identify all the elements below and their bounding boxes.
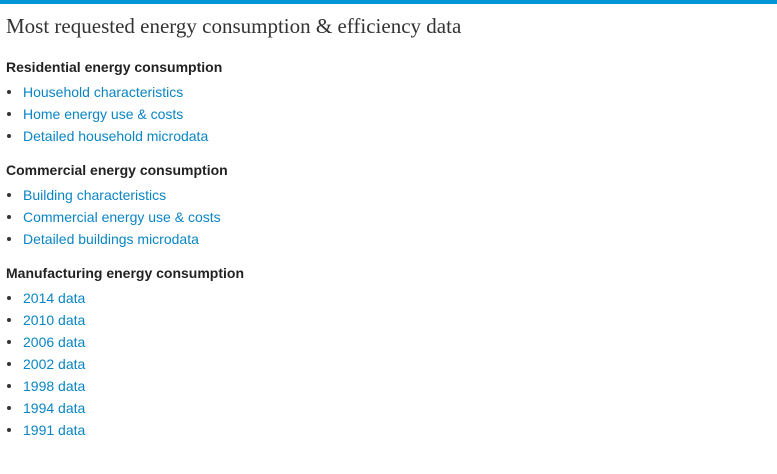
bullet-icon <box>7 340 11 344</box>
bullet-icon <box>7 318 11 322</box>
section-heading-residential: Residential energy consumption <box>6 59 223 75</box>
bullet-icon <box>7 362 11 366</box>
list-item: 2006 data <box>6 331 85 353</box>
manufacturing-link-list: 2014 data 2010 data 2006 data 2002 data … <box>6 287 85 441</box>
list-item: Detailed household microdata <box>6 125 208 147</box>
list-item: Home energy use & costs <box>6 103 208 125</box>
link-2002-data[interactable]: 2002 data <box>23 356 86 372</box>
bullet-icon <box>7 296 11 300</box>
link-1998-data[interactable]: 1998 data <box>23 378 86 394</box>
list-item: Detailed buildings microdata <box>6 228 221 250</box>
link-detailed-buildings-microdata[interactable]: Detailed buildings microdata <box>23 231 199 247</box>
link-2006-data[interactable]: 2006 data <box>23 334 86 350</box>
link-2010-data[interactable]: 2010 data <box>23 312 86 328</box>
commercial-link-list: Building characteristics Commercial ener… <box>6 184 221 250</box>
residential-link-list: Household characteristics Home energy us… <box>6 81 208 147</box>
link-household-characteristics[interactable]: Household characteristics <box>23 84 184 100</box>
list-item: Household characteristics <box>6 81 208 103</box>
link-2014-data[interactable]: 2014 data <box>23 290 86 306</box>
section-heading-manufacturing: Manufacturing energy consumption <box>6 265 245 281</box>
link-home-energy-use-costs[interactable]: Home energy use & costs <box>23 106 184 122</box>
list-item: 2002 data <box>6 353 85 375</box>
link-building-characteristics[interactable]: Building characteristics <box>23 187 167 203</box>
list-item: 2010 data <box>6 309 85 331</box>
bullet-icon <box>7 193 11 197</box>
bullet-icon <box>7 90 11 94</box>
list-item: 1998 data <box>6 375 85 397</box>
bullet-icon <box>7 134 11 138</box>
list-item: Commercial energy use & costs <box>6 206 221 228</box>
bullet-icon <box>7 428 11 432</box>
bullet-icon <box>7 237 11 241</box>
list-item: 2014 data <box>6 287 85 309</box>
bullet-icon <box>7 406 11 410</box>
page-title: Most requested energy consumption & effi… <box>6 14 462 38</box>
section-heading-commercial: Commercial energy consumption <box>6 162 228 178</box>
link-commercial-energy-use-costs[interactable]: Commercial energy use & costs <box>23 209 221 225</box>
bullet-icon <box>7 112 11 116</box>
list-item: 1994 data <box>6 397 85 419</box>
link-detailed-household-microdata[interactable]: Detailed household microdata <box>23 128 209 144</box>
list-item: Building characteristics <box>6 184 221 206</box>
list-item: 1991 data <box>6 419 85 441</box>
bullet-icon <box>7 384 11 388</box>
link-1994-data[interactable]: 1994 data <box>23 400 86 416</box>
link-1991-data[interactable]: 1991 data <box>23 422 86 438</box>
bullet-icon <box>7 215 11 219</box>
